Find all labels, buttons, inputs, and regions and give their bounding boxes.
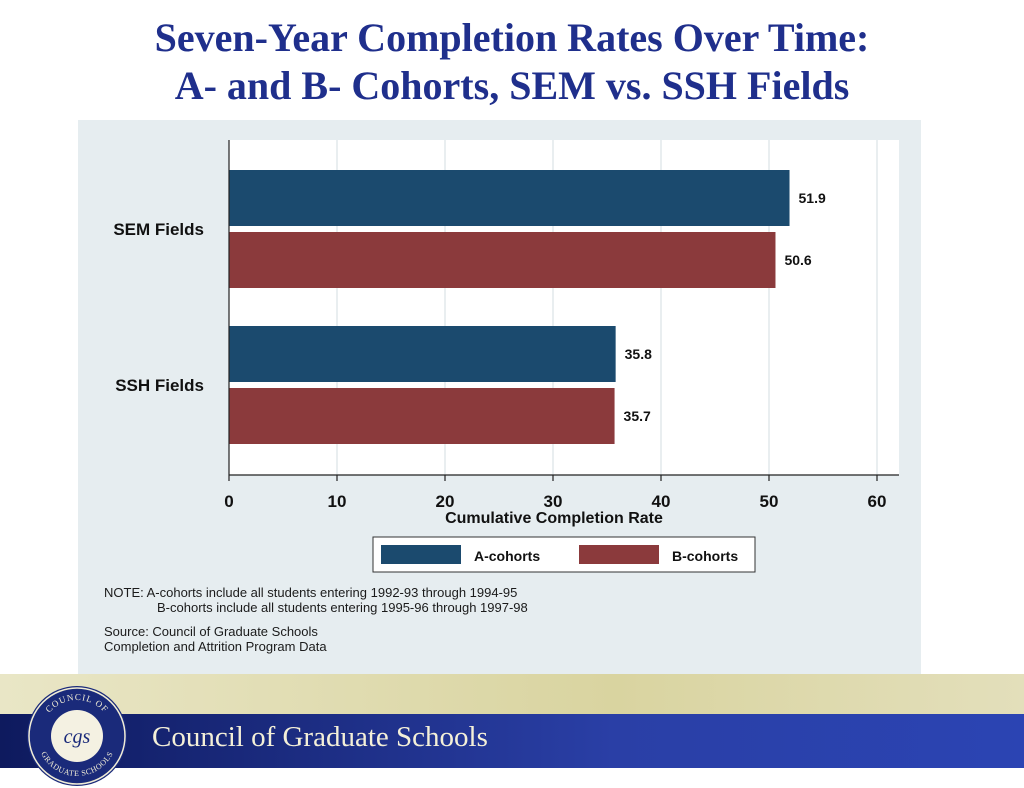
data-label: 35.7 bbox=[624, 408, 651, 424]
x-tick-label: 20 bbox=[436, 492, 455, 511]
organization-name: Council of Graduate Schools bbox=[152, 721, 488, 753]
chart-notes: NOTE: A-cohorts include all students ent… bbox=[104, 585, 528, 654]
note-line-1: NOTE: A-cohorts include all students ent… bbox=[104, 585, 518, 600]
legend-label: A-cohorts bbox=[474, 548, 540, 564]
source-line-1: Source: Council of Graduate Schools bbox=[104, 624, 318, 639]
data-label: 50.6 bbox=[784, 252, 811, 268]
cgs-seal-logo: COUNCIL OF GRADUATE SCHOOLS cgs bbox=[27, 686, 127, 786]
x-tick-label: 10 bbox=[328, 492, 347, 511]
slide-title: Seven-Year Completion Rates Over Time: A… bbox=[0, 14, 1024, 110]
data-label: 35.8 bbox=[625, 346, 652, 362]
footer-band bbox=[0, 674, 1024, 714]
x-tick-label: 30 bbox=[544, 492, 563, 511]
x-tick-label: 50 bbox=[760, 492, 779, 511]
bar-a-cohorts-sem-fields bbox=[229, 170, 790, 226]
x-tick-label: 40 bbox=[652, 492, 671, 511]
note-line-2: B-cohorts include all students entering … bbox=[157, 600, 528, 615]
data-label: 51.9 bbox=[799, 190, 826, 206]
bar-b-cohorts-ssh-fields bbox=[229, 388, 615, 444]
slide-title-line-1: Seven-Year Completion Rates Over Time: bbox=[154, 15, 870, 60]
footer-bar bbox=[0, 714, 1024, 768]
bar-chart: 51.9 50.6 SEM Fields 35.8 35.7 SSH Fields 0 10 2… bbox=[113, 140, 899, 573]
source-line-2: Completion and Attrition Program Data bbox=[104, 639, 327, 654]
svg-text:cgs: cgs bbox=[64, 726, 91, 748]
category-label: SSH Fields bbox=[115, 376, 204, 395]
bar-a-cohorts-ssh-fields bbox=[229, 326, 616, 382]
x-tick-label: 0 bbox=[224, 492, 233, 511]
category-label: SEM Fields bbox=[113, 220, 204, 239]
legend-swatch bbox=[579, 545, 659, 564]
x-axis-title: Cumulative Completion Rate bbox=[445, 510, 663, 527]
x-tick-label: 60 bbox=[868, 492, 887, 511]
slide-title-line-2: A- and B- Cohorts, SEM vs. SSH Fields bbox=[174, 63, 850, 108]
bar-b-cohorts-sem-fields bbox=[229, 232, 776, 288]
legend-label: B-cohorts bbox=[672, 548, 738, 564]
legend-swatch bbox=[381, 545, 461, 564]
